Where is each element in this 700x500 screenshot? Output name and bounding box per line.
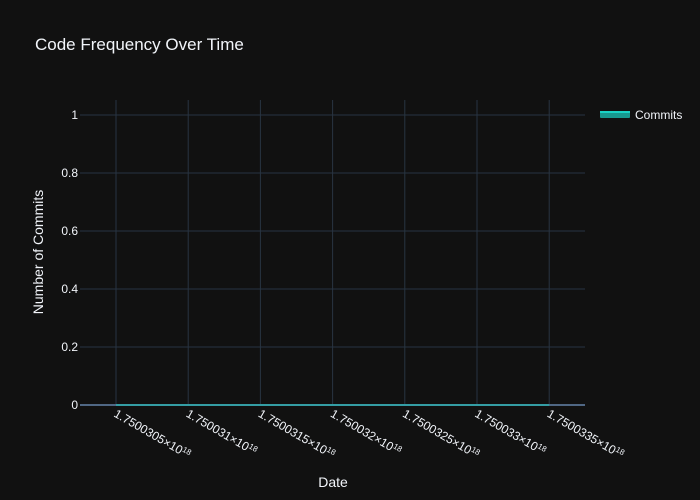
- y-tick-label: 0: [71, 398, 78, 412]
- y-tick-label: 0.2: [61, 340, 78, 354]
- legend-label-commits: Commits: [635, 108, 682, 122]
- y-tick-label: 0.4: [61, 282, 78, 296]
- chart-title: Code Frequency Over Time: [35, 35, 244, 54]
- y-axis-title: Number of Commits: [30, 190, 46, 314]
- x-axis-title: Date: [318, 474, 348, 490]
- grid-layer: [80, 100, 585, 406]
- y-tick-label: 0.8: [61, 166, 78, 180]
- legend[interactable]: Commits: [600, 108, 682, 122]
- y-tick-label: 0.6: [61, 224, 78, 238]
- y-tick-label: 1: [71, 108, 78, 122]
